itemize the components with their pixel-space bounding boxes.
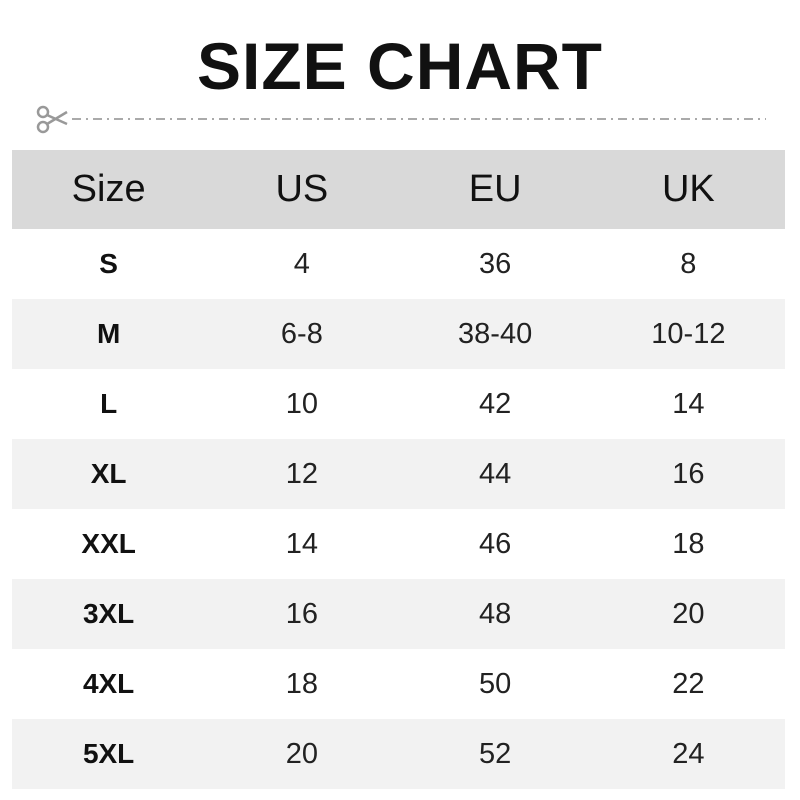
- header-uk: UK: [591, 150, 785, 229]
- cell-eu: 36: [478, 247, 512, 280]
- cell-us: 10: [285, 387, 318, 420]
- cell-eu: 44: [398, 439, 592, 509]
- header-size: Size: [12, 150, 206, 229]
- cell-size: 3XL: [12, 579, 206, 649]
- table-row: XXL 14 46 18: [12, 509, 785, 579]
- table-row: S 4 36 8: [12, 229, 785, 299]
- cell-us: 4: [293, 247, 310, 280]
- table-row: L 10 42 14: [12, 369, 785, 439]
- header-us: US: [205, 150, 399, 229]
- cell-us: 12: [205, 439, 399, 509]
- cell-size: 5XL: [12, 719, 206, 789]
- cell-eu: 50: [478, 667, 512, 700]
- table-row: 3XL 16 48 20: [12, 579, 785, 649]
- cell-uk: 20: [591, 579, 785, 649]
- cell-us: 6-8: [205, 299, 399, 369]
- scissors-icon: [36, 105, 68, 134]
- cut-line: [36, 105, 766, 134]
- cell-uk: 18: [672, 527, 705, 560]
- cell-size: M: [12, 299, 206, 369]
- table-row: XL 12 44 16: [12, 439, 785, 509]
- cell-eu: 38-40: [398, 299, 592, 369]
- cell-uk: 10-12: [591, 299, 785, 369]
- cell-uk: 24: [591, 719, 785, 789]
- cell-size: XL: [12, 439, 206, 509]
- table-row: M 6-8 38-40 10-12: [12, 299, 785, 369]
- cell-eu: 48: [398, 579, 592, 649]
- cell-eu: 42: [478, 387, 512, 420]
- table-row: 5XL 20 52 24: [12, 719, 785, 789]
- cell-us: 20: [205, 719, 399, 789]
- table-header-row: Size US EU UK: [12, 150, 785, 229]
- cell-us: 16: [205, 579, 399, 649]
- cell-size: XXL: [81, 528, 136, 559]
- table-row: 4XL 18 50 22: [12, 649, 785, 719]
- cell-size: L: [100, 388, 118, 419]
- cell-eu: 52: [398, 719, 592, 789]
- cell-uk: 16: [591, 439, 785, 509]
- cell-uk: 22: [672, 667, 705, 700]
- cell-us: 18: [285, 667, 318, 700]
- size-table: Size US EU UK S 4 36 8 M 6-8 38-40 10-12 L 10 42 14…: [12, 150, 785, 789]
- cell-size: 4XL: [82, 668, 135, 699]
- cell-eu: 46: [478, 527, 512, 560]
- page-title: SIZE CHART: [197, 29, 603, 103]
- cell-uk: 14: [672, 387, 705, 420]
- header-eu: EU: [398, 150, 592, 229]
- cell-uk: 8: [680, 247, 697, 280]
- cell-size: S: [99, 248, 118, 279]
- cell-us: 14: [285, 527, 318, 560]
